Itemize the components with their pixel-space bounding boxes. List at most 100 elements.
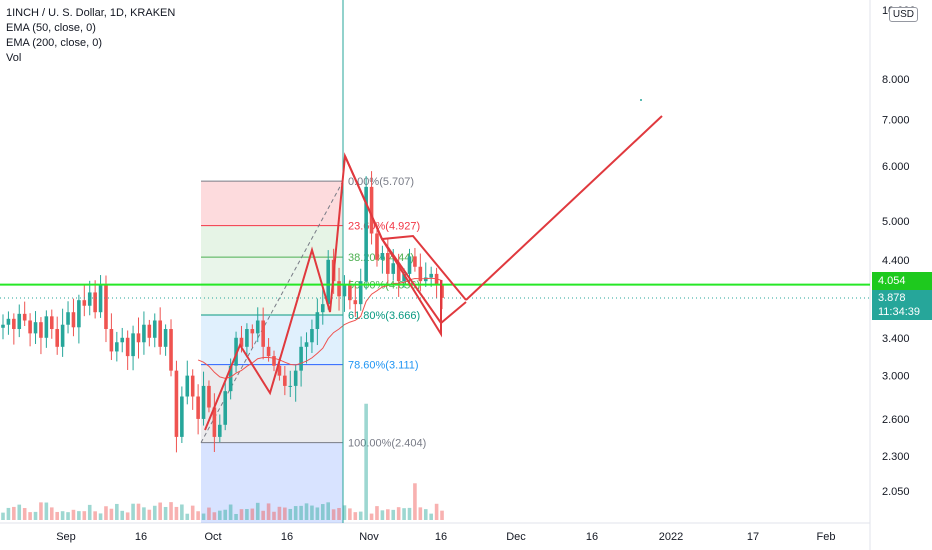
- candle-body: [440, 284, 444, 298]
- x-tick-label: Dec: [506, 531, 526, 543]
- volume-bar: [28, 512, 32, 520]
- volume-bar: [196, 511, 200, 520]
- volume-bar: [407, 507, 412, 520]
- candle-body: [207, 385, 211, 408]
- x-tick-label: 17: [747, 531, 759, 543]
- volume-bar: [315, 507, 320, 520]
- candle-body: [136, 333, 141, 343]
- candle-body: [369, 186, 374, 234]
- candle-body: [212, 407, 217, 437]
- candle-body: [147, 324, 152, 338]
- volume-bar: [66, 512, 70, 520]
- volume-bar: [12, 506, 16, 520]
- candle-body: [12, 318, 16, 330]
- symbol-title: 1INCH / U. S. Dollar, 1D, KRAKEN: [6, 7, 176, 19]
- candle-body: [245, 329, 249, 347]
- candle-body: [239, 337, 244, 347]
- candle-body: [320, 304, 325, 313]
- ema50-label: EMA (50, close, 0): [6, 22, 96, 34]
- pattern-drawing: [204, 152, 467, 431]
- candle-body: [434, 273, 439, 285]
- volume-bar: [174, 506, 179, 520]
- volume-bar: [55, 511, 59, 520]
- y-tick-label: 3.000: [882, 371, 910, 383]
- candle-body: [277, 365, 282, 376]
- candle-body: [28, 320, 32, 334]
- volume-bar: [147, 509, 152, 520]
- volume-bar: [272, 511, 276, 520]
- candle-body: [423, 277, 428, 282]
- volume-bar: [413, 483, 417, 520]
- candle-body: [266, 346, 271, 357]
- volume-bar: [87, 504, 92, 520]
- candle-body: [82, 300, 87, 306]
- y-tick-label: 7.000: [882, 114, 910, 126]
- y-tick-label: 2.300: [882, 451, 910, 463]
- volume-bar: [331, 509, 336, 520]
- fib-zone: [201, 225, 343, 258]
- volume-bar: [261, 510, 265, 520]
- candle-body: [310, 329, 314, 343]
- candle-body: [93, 292, 97, 313]
- candle-body: [326, 259, 330, 305]
- fib-zone: [201, 284, 343, 316]
- candle-body: [180, 396, 184, 437]
- candle-body: [163, 329, 168, 347]
- candle-body: [190, 375, 195, 397]
- candle-body: [120, 337, 125, 343]
- volume-bar: [310, 505, 314, 520]
- volume-bar: [228, 504, 233, 520]
- volume-bar: [6, 507, 11, 520]
- candle-body: [87, 292, 92, 306]
- candle-body: [49, 316, 54, 330]
- volume-bar: [288, 508, 293, 520]
- volume-bar: [39, 502, 43, 520]
- y-tick-label: 3.400: [882, 333, 910, 345]
- volume-bar: [33, 511, 38, 520]
- small-marker: [640, 99, 642, 101]
- volume-bar: [364, 403, 368, 520]
- candle-body: [104, 284, 108, 330]
- candle-body: [353, 300, 358, 305]
- candle-body: [342, 284, 347, 297]
- volume-bar: [337, 507, 341, 520]
- x-tick-label: 16: [586, 531, 598, 543]
- currency-button[interactable]: USD: [888, 7, 918, 22]
- candle-body: [228, 365, 233, 392]
- volume-bar: [434, 503, 439, 520]
- fib-level-label: 0.00%(5.707): [348, 176, 414, 188]
- volume-bar: [380, 510, 385, 520]
- volume-bar: [320, 504, 325, 520]
- candle-body: [158, 320, 162, 347]
- candle-body: [358, 281, 363, 305]
- volume-bar: [152, 505, 157, 520]
- candle-body: [348, 284, 352, 301]
- volume-bar: [1, 512, 5, 520]
- candle-body: [402, 273, 406, 282]
- volume-bar: [293, 506, 298, 520]
- volume-bar: [358, 511, 363, 520]
- volume-bar: [212, 512, 217, 520]
- candle-body: [272, 356, 276, 366]
- volume-bar: [49, 507, 54, 520]
- candle-body: [261, 320, 265, 347]
- projection-line: [465, 115, 663, 301]
- volume-bar: [185, 513, 190, 520]
- x-tick-label: Nov: [359, 531, 379, 543]
- volume-bar: [239, 509, 244, 520]
- chart-legend: 1INCH / U. S. Dollar, 1D, KRAKEN EMA (50…: [6, 6, 175, 66]
- volume-bar: [180, 504, 184, 520]
- candle-body: [71, 312, 76, 328]
- volume-bar: [255, 502, 260, 520]
- volume-bar: [245, 509, 249, 520]
- volume-bar: [429, 513, 433, 520]
- last-price-value: 3.878: [878, 292, 906, 304]
- fib-level-label: 61.80%(3.666): [348, 310, 420, 322]
- candle-body: [429, 273, 433, 278]
- volume-bar: [44, 502, 49, 520]
- volume-bar: [125, 512, 130, 520]
- volume-bar: [136, 503, 141, 520]
- x-tick-label: Oct: [204, 531, 221, 543]
- volume-bar: [142, 507, 146, 520]
